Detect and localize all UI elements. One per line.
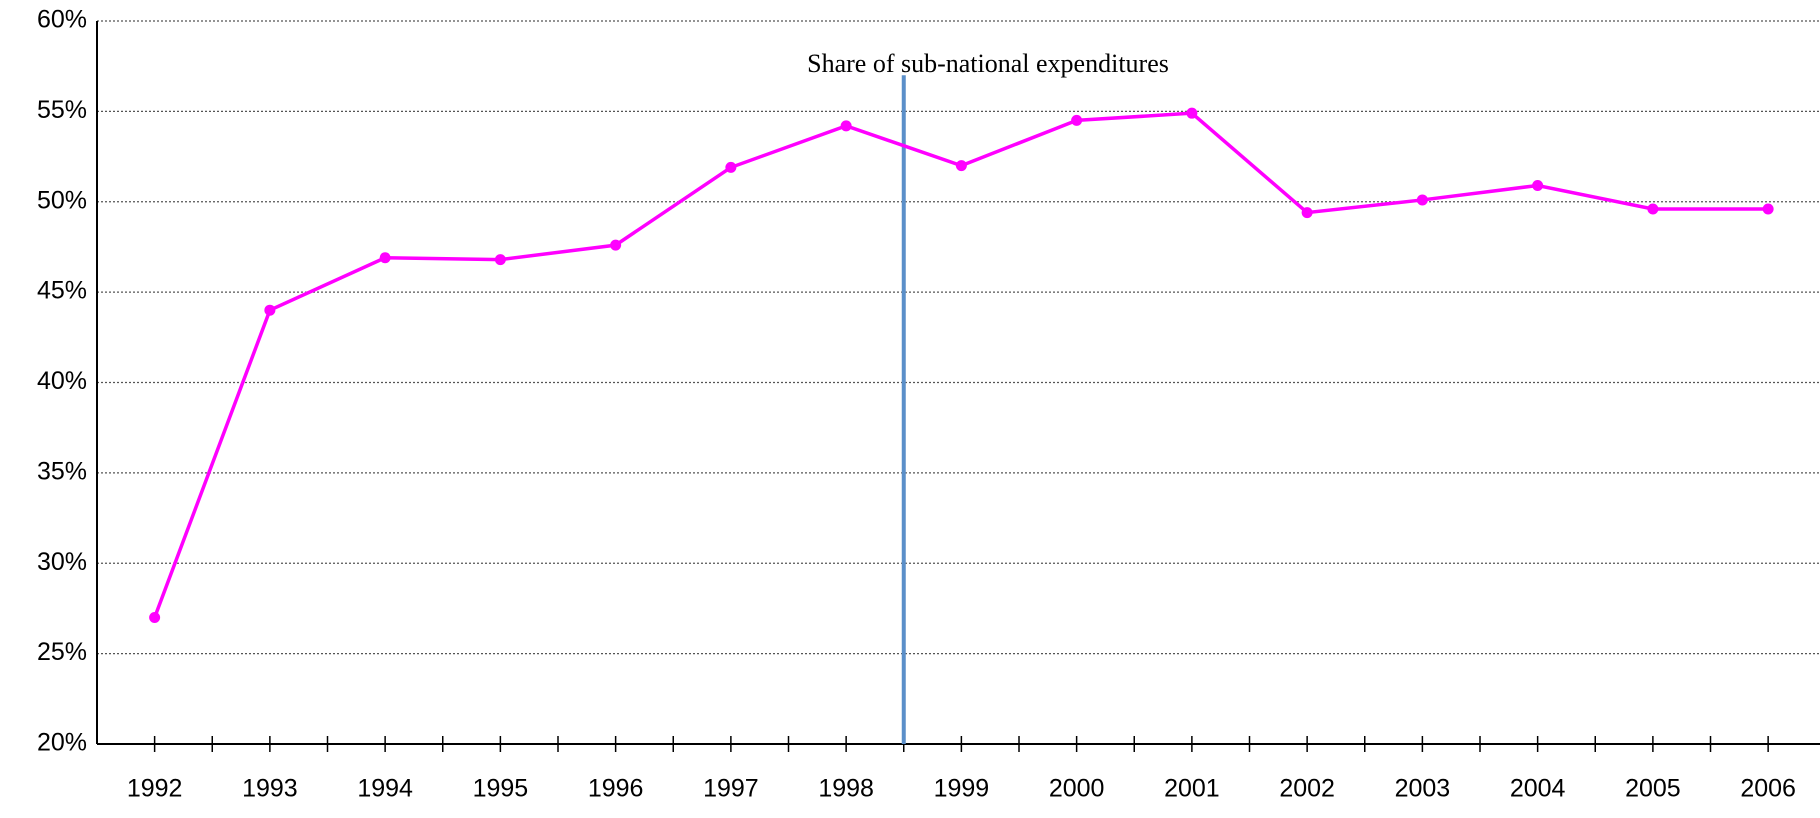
data-point <box>379 252 391 264</box>
series-line <box>152 111 1769 619</box>
data-point <box>494 254 506 266</box>
x-tick-label: 1992 <box>127 775 183 803</box>
x-tick-label: 1996 <box>588 775 644 803</box>
x-tick-label: 2006 <box>1740 775 1796 803</box>
data-point <box>1071 114 1083 126</box>
x-tick-label: 1998 <box>818 775 874 803</box>
data-point <box>149 611 161 623</box>
y-tick-label: 20% <box>37 729 87 757</box>
y-tick-label: 60% <box>37 6 87 34</box>
data-point <box>1186 107 1198 119</box>
x-tick-label: 2000 <box>1049 775 1105 803</box>
x-tick-label: 1993 <box>242 775 298 803</box>
data-point <box>840 120 852 132</box>
x-tick-label: 2002 <box>1279 775 1335 803</box>
y-tick-label: 55% <box>37 96 87 124</box>
data-point <box>1532 179 1544 191</box>
data-point <box>1647 203 1659 215</box>
data-point <box>1301 207 1313 219</box>
data-point <box>610 239 622 251</box>
x-tick-label: 1997 <box>703 775 759 803</box>
data-point <box>955 160 967 172</box>
x-tick-label: 2005 <box>1625 775 1681 803</box>
y-tick-label: 45% <box>37 277 87 305</box>
x-tick-label: 2003 <box>1395 775 1451 803</box>
y-tick-label: 50% <box>37 186 87 214</box>
data-point <box>1762 203 1774 215</box>
y-tick-label: 30% <box>37 548 87 576</box>
y-tick-label: 25% <box>37 638 87 666</box>
x-tick-label: 2001 <box>1164 775 1220 803</box>
data-point <box>264 304 276 316</box>
y-tick-label: 35% <box>37 457 87 485</box>
y-tick-label: 40% <box>37 367 87 395</box>
chart-title: Share of sub-national expenditures <box>807 49 1169 78</box>
x-tick-label: 1995 <box>473 775 529 803</box>
data-point <box>1416 194 1428 206</box>
x-tick-label: 1994 <box>357 775 413 803</box>
x-tick-label: 1999 <box>934 775 990 803</box>
data-point <box>725 161 737 173</box>
x-tick-label: 2004 <box>1510 775 1566 803</box>
